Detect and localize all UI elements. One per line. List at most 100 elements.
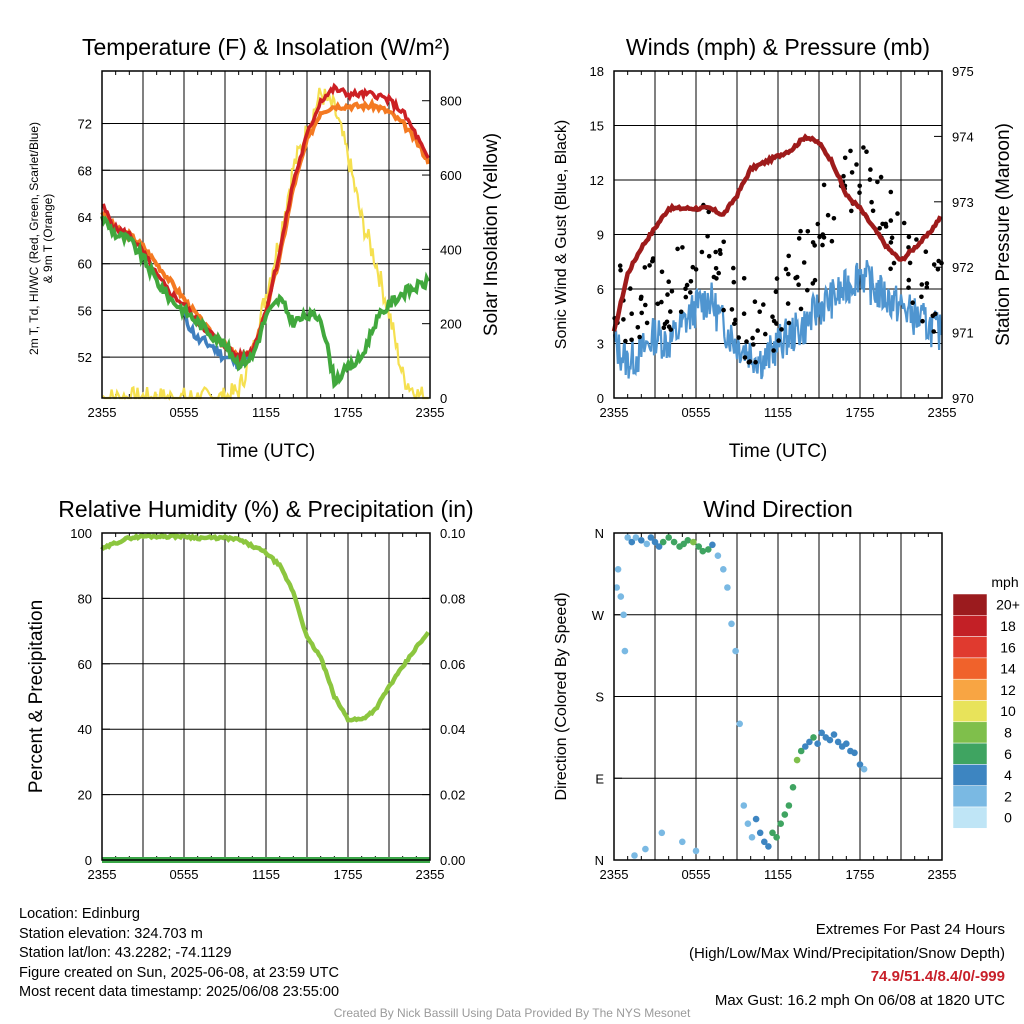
series-relative-humidity: [100, 532, 431, 723]
gust-point: [888, 218, 894, 223]
gust-point: [877, 226, 882, 231]
gust-point: [821, 182, 827, 188]
direction-point: [651, 538, 659, 546]
y2-tick-label: 0.06: [440, 657, 465, 672]
gust-point: [888, 266, 893, 272]
direction-point: [806, 738, 813, 746]
direction-point: [665, 534, 672, 541]
y2-tick-label: 970: [952, 391, 974, 406]
y-tick-label: 18: [590, 64, 604, 79]
legend-swatch: [952, 742, 988, 765]
max-gust: Max Gust: 16.2 mph On 06/08 at 1820 UTC: [714, 991, 1005, 1009]
y-axis-label: Direction (Colored By Speed): [553, 592, 570, 800]
x-tick-label: 0555: [682, 405, 711, 420]
gust-point: [815, 221, 821, 227]
y-tick-label: 52: [78, 350, 92, 365]
direction-point: [856, 761, 864, 768]
legend-swatch: [952, 764, 988, 786]
gust-point: [771, 348, 776, 353]
gust-point: [875, 179, 880, 185]
direction-point: [658, 829, 666, 837]
y-tick-label: 3: [597, 337, 604, 352]
direction-point: [773, 834, 780, 841]
gust-point: [771, 318, 777, 324]
y-axis-label: Sonic Wind & Gust (Blue, Black): [553, 120, 570, 349]
legend-label: 20+: [996, 597, 1020, 613]
x-tick-label: 1155: [764, 405, 792, 420]
gust-point: [716, 270, 721, 276]
y-tick-label: N: [595, 853, 604, 868]
recent-timestamp: Most recent data timestamp: 2025/06/08 2…: [19, 984, 340, 1000]
gust-point: [774, 276, 780, 281]
panel-1: 2355 0555 1155 1755 2355 52 56 60 64 68 72 0 200 400 6…: [27, 34, 502, 462]
direction-point: [785, 802, 793, 809]
y-tick-label: 40: [78, 722, 92, 737]
direction-point: [617, 593, 625, 600]
gust-point: [690, 264, 696, 270]
direction-point: [679, 838, 686, 846]
gust-point: [711, 274, 717, 280]
gust-point: [713, 249, 718, 255]
y2-tick-label: 0.00: [440, 853, 465, 868]
gust-point: [638, 296, 644, 302]
gust-point: [647, 263, 652, 268]
gust-point: [933, 311, 938, 317]
legend-label: 14: [1000, 661, 1016, 677]
gust-point: [621, 317, 626, 322]
gust-point: [666, 324, 672, 330]
gust-point: [717, 248, 723, 253]
station-elevation: Station elevation: 324.703 m: [19, 925, 203, 942]
direction-point: [814, 740, 821, 747]
gust-point: [693, 267, 699, 272]
direction-point: [744, 820, 752, 827]
gust-point: [831, 216, 837, 221]
direction-point: [802, 743, 809, 750]
gust-point: [664, 319, 670, 325]
direction-point: [756, 829, 764, 837]
legend-label: 2: [1004, 788, 1012, 804]
x-tick-label: 0555: [682, 867, 711, 882]
extremes-subtitle: (High/Low/Max Wind/Precipitation/Snow De…: [689, 944, 1005, 962]
gust-point: [841, 173, 846, 179]
plot-border: [101, 70, 431, 399]
direction-point: [843, 740, 850, 747]
gust-point: [935, 267, 941, 272]
x-axis-label: Time (UTC): [729, 441, 828, 462]
panel-3: 2355 0555 1155 1755 23550204060801000.000.02…: [26, 496, 474, 882]
gust-point: [659, 299, 664, 305]
gust-point: [895, 211, 900, 216]
gust-point: [757, 309, 762, 315]
extremes-info: Extremes For Past 24 Hours (High/Low/Max…: [689, 918, 1005, 1012]
y-tick-label: 56: [78, 303, 92, 318]
gust-point: [906, 245, 911, 250]
x-tick-label: 0555: [170, 867, 199, 882]
y-tick-label: W: [592, 608, 605, 623]
gust-point: [854, 162, 859, 167]
legend-swatch: [952, 700, 988, 723]
gust-point: [618, 267, 623, 273]
figure-created: Figure created on Sun, 2025-06-08, at 23…: [19, 964, 339, 981]
station-location: Location: Edinburg: [19, 906, 140, 922]
gust-point: [669, 289, 675, 294]
direction-point: [830, 731, 838, 738]
y-tick-label: 9: [597, 228, 604, 243]
x-tick-label: 1755: [846, 867, 875, 882]
gust-point: [869, 199, 874, 205]
y-tick-label: 60: [78, 257, 92, 272]
y-tick-label: 68: [78, 163, 92, 178]
y-tick-label: 80: [78, 591, 92, 606]
gust-point: [889, 235, 895, 240]
direction-point: [690, 538, 697, 546]
direction-point: [655, 543, 663, 550]
gust-point: [805, 287, 810, 293]
gust-point: [914, 237, 919, 242]
gust-point: [637, 334, 642, 340]
gust-point: [924, 281, 930, 286]
direction-point: [709, 541, 716, 549]
x-tick-label: 1155: [764, 867, 792, 882]
gust-point: [761, 302, 766, 307]
x-tick-label: 2355: [88, 867, 117, 882]
gust-point: [750, 335, 755, 341]
x-tick-label: 2355: [600, 405, 629, 420]
